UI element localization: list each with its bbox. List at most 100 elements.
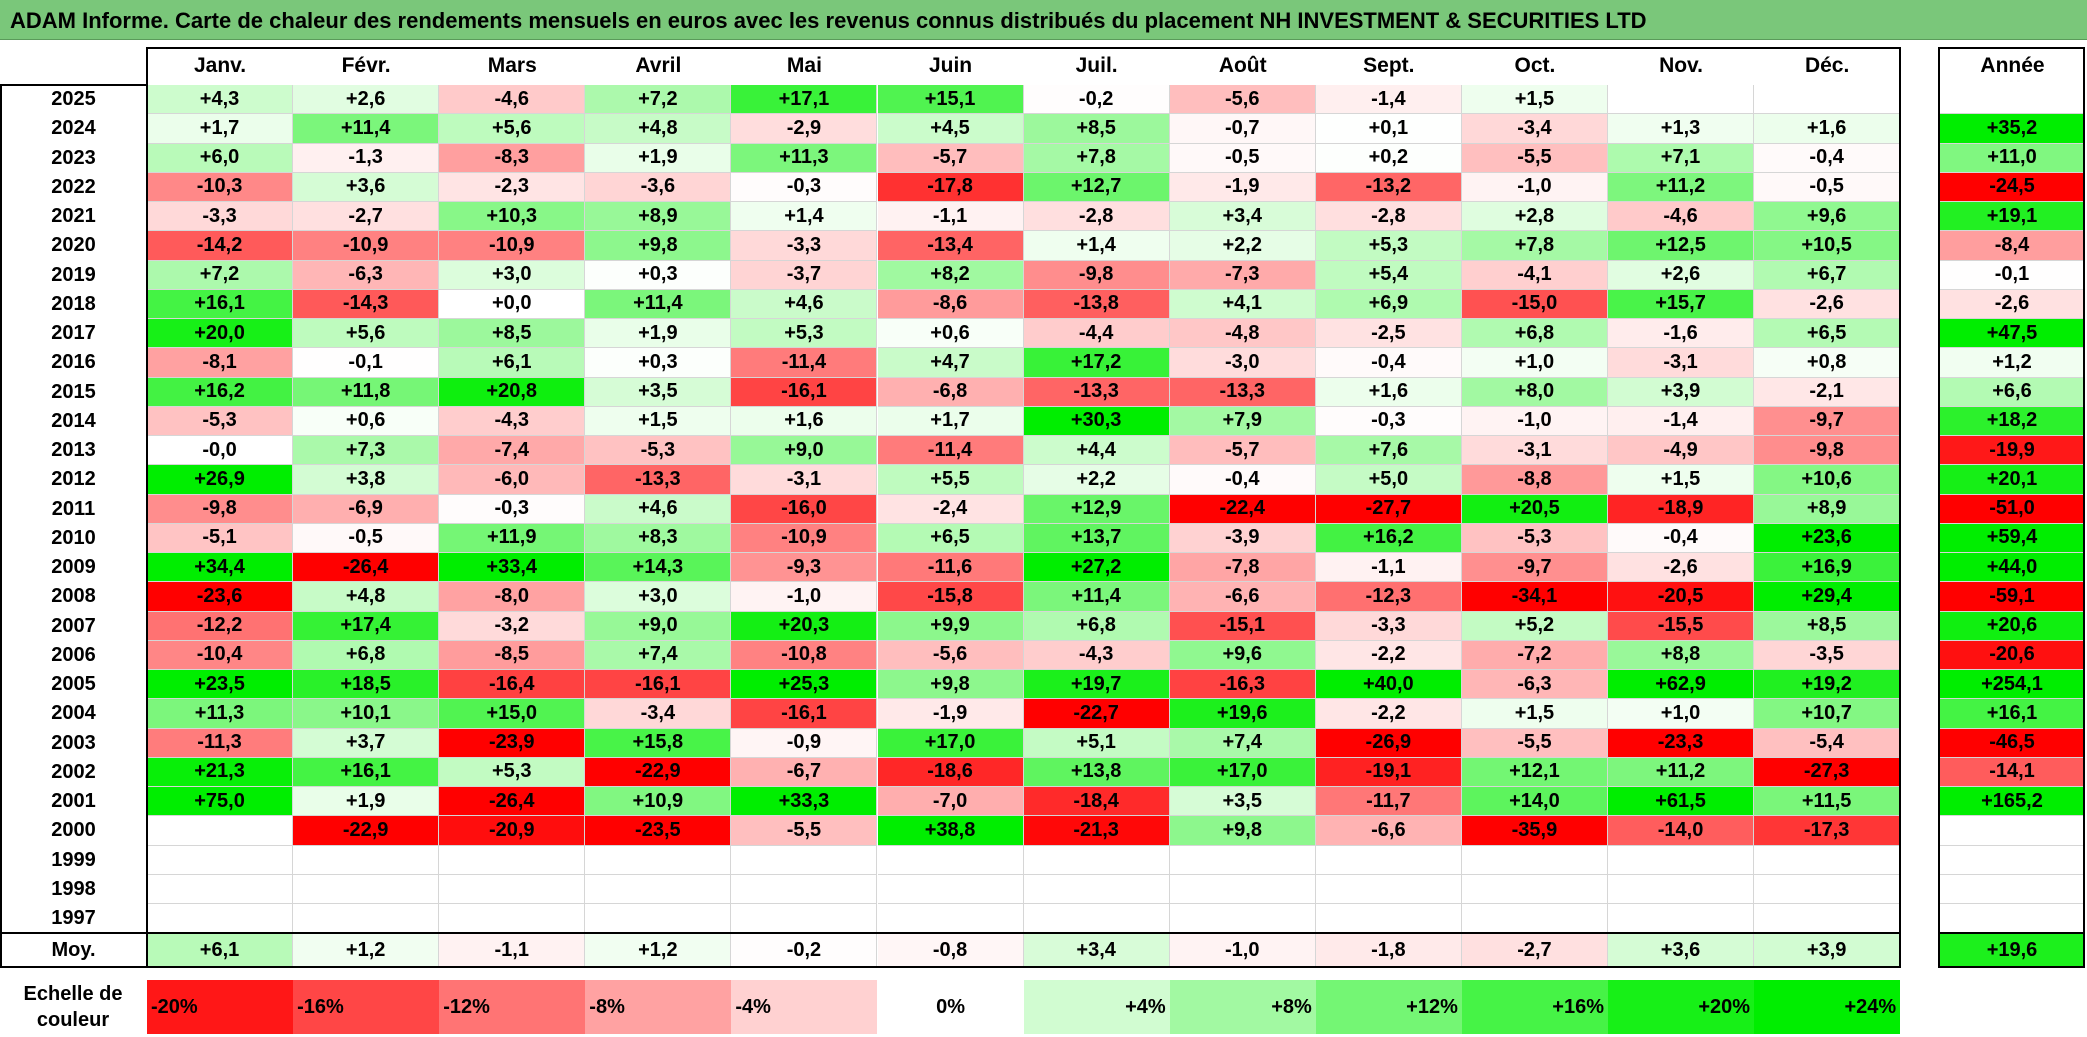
heatmap-cell: -3,0 bbox=[1169, 348, 1316, 378]
heatmap-cell: +11,4 bbox=[585, 289, 732, 319]
heatmap-cell bbox=[1461, 904, 1608, 934]
heatmap-cell: -26,9 bbox=[1315, 728, 1462, 758]
heatmap-cell: +1,9 bbox=[585, 319, 732, 349]
heatmap-cell: +15,7 bbox=[1608, 289, 1755, 319]
color-scale-swatch: -8% bbox=[585, 980, 732, 1034]
heatmap-cell: +6,1 bbox=[439, 348, 586, 378]
annual-cell: -20,6 bbox=[1940, 640, 2085, 670]
heatmap-cell: -15,8 bbox=[877, 582, 1024, 612]
heatmap-cell: +7,8 bbox=[1461, 231, 1608, 261]
average-cell: -0,2 bbox=[731, 934, 878, 967]
heatmap-cell: +1,6 bbox=[1754, 114, 1901, 144]
heatmap-cell: -0,4 bbox=[1754, 143, 1901, 173]
heatmap-cell: +16,1 bbox=[147, 289, 294, 319]
heatmap-cell: +10,6 bbox=[1754, 465, 1901, 495]
heatmap-cell: +8,9 bbox=[585, 202, 732, 232]
heatmap-cell: +11,4 bbox=[1023, 582, 1170, 612]
heatmap-cell: -5,5 bbox=[731, 816, 878, 846]
year-label: 2001 bbox=[51, 790, 96, 813]
heatmap-cell: -6,9 bbox=[293, 494, 440, 524]
heatmap-cell: -0,4 bbox=[1608, 523, 1755, 553]
annual-cell: -0,1 bbox=[1940, 260, 2085, 290]
heatmap-cell: +3,6 bbox=[293, 172, 440, 202]
heatmap-cell: -0,0 bbox=[147, 436, 294, 466]
annual-cell: +18,2 bbox=[1940, 406, 2085, 436]
month-header: Déc. bbox=[1804, 54, 1850, 77]
heatmap-cell: +10,3 bbox=[439, 202, 586, 232]
heatmap-cell: +7,3 bbox=[293, 436, 440, 466]
heatmap-cell: +13,7 bbox=[1023, 523, 1170, 553]
heatmap-cell: +14,3 bbox=[585, 553, 732, 583]
heatmap-cell: -4,4 bbox=[1023, 319, 1170, 349]
heatmap-cell: +19,7 bbox=[1023, 670, 1170, 700]
heatmap-cell: +2,2 bbox=[1023, 465, 1170, 495]
heatmap-cell: +25,3 bbox=[731, 670, 878, 700]
heatmap-cell bbox=[1315, 845, 1462, 875]
year-label: 2011 bbox=[51, 497, 96, 520]
heatmap-cell: -1,6 bbox=[1608, 319, 1755, 349]
heatmap-cell: -2,8 bbox=[1315, 202, 1462, 232]
heatmap-cell: -3,2 bbox=[439, 611, 586, 641]
heatmap-cell: -4,6 bbox=[439, 85, 586, 115]
heatmap-cell: +15,1 bbox=[877, 85, 1024, 115]
heatmap-cell: -13,3 bbox=[585, 465, 732, 495]
heatmap-cell: +1,6 bbox=[1315, 377, 1462, 407]
color-scale-swatch: +4% bbox=[1023, 980, 1170, 1034]
year-label: 2012 bbox=[51, 468, 96, 491]
color-scale-label: Echelle de couleur bbox=[23, 983, 123, 1031]
heatmap-cell: -3,4 bbox=[585, 699, 732, 729]
heatmap-cell: -1,4 bbox=[1315, 85, 1462, 115]
heatmap-cell: -0,3 bbox=[731, 172, 878, 202]
heatmap-cell: +3,7 bbox=[293, 728, 440, 758]
year-label: 2019 bbox=[51, 263, 96, 286]
heatmap-cell bbox=[1608, 874, 1755, 904]
heatmap-cell: -9,8 bbox=[147, 494, 294, 524]
year-label: 2013 bbox=[51, 439, 96, 462]
year-label: 2002 bbox=[51, 760, 96, 783]
heatmap-cell: +13,8 bbox=[1023, 757, 1170, 787]
heatmap-cell: -0,4 bbox=[1169, 465, 1316, 495]
heatmap-cell: +7,2 bbox=[585, 85, 732, 115]
heatmap-cell: -15,1 bbox=[1169, 611, 1316, 641]
heatmap-cell: +20,3 bbox=[731, 611, 878, 641]
heatmap-cell bbox=[147, 904, 294, 934]
heatmap-cell: +10,1 bbox=[293, 699, 440, 729]
year-label: 2004 bbox=[51, 702, 96, 725]
heatmap-cell: -15,5 bbox=[1608, 611, 1755, 641]
heatmap-cell: +9,8 bbox=[877, 670, 1024, 700]
heatmap-cell: +20,5 bbox=[1461, 494, 1608, 524]
heatmap-cell: -4,8 bbox=[1169, 319, 1316, 349]
heatmap-cell: +16,2 bbox=[1315, 523, 1462, 553]
year-label: 2018 bbox=[51, 292, 96, 315]
year-label: 2015 bbox=[51, 380, 96, 403]
heatmap-cell: +1,7 bbox=[147, 114, 294, 144]
annual-cell: +165,2 bbox=[1940, 787, 2085, 817]
annual-cell: +44,0 bbox=[1940, 553, 2085, 583]
heatmap-cell: -16,1 bbox=[585, 670, 732, 700]
year-label: 2006 bbox=[51, 643, 96, 666]
heatmap-cell bbox=[585, 874, 732, 904]
heatmap-cell: +16,9 bbox=[1754, 553, 1901, 583]
heatmap-cell: +3,9 bbox=[1608, 377, 1755, 407]
heatmap-cell: +17,0 bbox=[1169, 757, 1316, 787]
heatmap-cell: +5,6 bbox=[293, 319, 440, 349]
heatmap-cell: -1,9 bbox=[877, 699, 1024, 729]
heatmap-cell: +2,2 bbox=[1169, 231, 1316, 261]
heatmap-cell: -6,6 bbox=[1315, 816, 1462, 846]
year-label: 2014 bbox=[51, 409, 96, 432]
heatmap-cell: -1,1 bbox=[1315, 553, 1462, 583]
heatmap-cell: +40,0 bbox=[1315, 670, 1462, 700]
heatmap-cell: +9,0 bbox=[585, 611, 732, 641]
heatmap-cell: -15,0 bbox=[1461, 289, 1608, 319]
heatmap-cell: -0,5 bbox=[293, 523, 440, 553]
heatmap-cell: -22,9 bbox=[293, 816, 440, 846]
heatmap-cell: +10,5 bbox=[1754, 231, 1901, 261]
color-scale-swatch: +16% bbox=[1461, 980, 1608, 1034]
heatmap-cell bbox=[1461, 845, 1608, 875]
year-label: 2003 bbox=[51, 731, 96, 754]
annual-cell: -24,5 bbox=[1940, 172, 2085, 202]
heatmap-cell: +1,5 bbox=[1461, 699, 1608, 729]
heatmap-cell: -10,8 bbox=[731, 640, 878, 670]
heatmap-cell: +6,7 bbox=[1754, 260, 1901, 290]
heatmap-cell: -2,3 bbox=[439, 172, 586, 202]
